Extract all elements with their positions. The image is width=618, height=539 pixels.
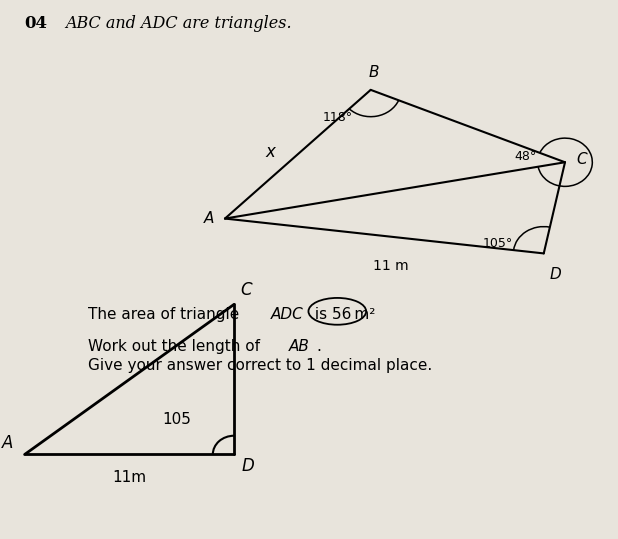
Text: 11 m: 11 m [373, 259, 408, 273]
Text: C: C [240, 281, 252, 299]
Text: Work out the length of: Work out the length of [88, 339, 265, 354]
Text: x: x [266, 142, 276, 161]
Text: 105°: 105° [483, 237, 514, 250]
Text: The area of triangle: The area of triangle [88, 307, 245, 322]
Text: A: A [204, 211, 214, 226]
Text: 105: 105 [162, 412, 191, 427]
Text: 118°: 118° [322, 111, 352, 125]
Text: AB: AB [289, 339, 310, 354]
Text: ADC: ADC [271, 307, 303, 322]
Text: C: C [576, 152, 586, 167]
Text: ABC and ADC are triangles.: ABC and ADC are triangles. [66, 15, 292, 32]
Text: 11m: 11m [112, 469, 146, 485]
Text: B: B [368, 65, 379, 80]
Text: 48°: 48° [514, 150, 536, 163]
Text: .: . [316, 339, 321, 354]
Text: Give your answer correct to 1 decimal place.: Give your answer correct to 1 decimal pl… [88, 358, 433, 373]
Text: 04: 04 [25, 15, 48, 32]
Text: is 56 m²: is 56 m² [310, 307, 375, 322]
Text: D: D [550, 267, 562, 282]
Text: A: A [2, 434, 14, 452]
Text: D: D [242, 457, 254, 475]
